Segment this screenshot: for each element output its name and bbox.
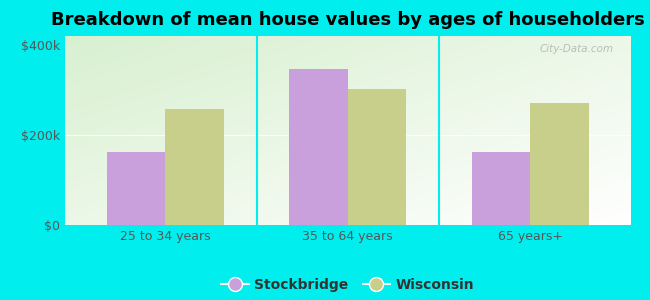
Bar: [165, 109, 224, 225]
Title: Breakdown of mean house values by ages of householders: Breakdown of mean house values by ages o…: [51, 11, 645, 29]
Text: City-Data.com: City-Data.com: [540, 44, 614, 54]
Bar: [530, 103, 588, 225]
Legend: Stockbridge, Wisconsin: Stockbridge, Wisconsin: [216, 272, 480, 297]
Bar: [107, 152, 165, 225]
Bar: [289, 69, 348, 225]
Bar: [472, 152, 530, 225]
Bar: [348, 89, 406, 225]
